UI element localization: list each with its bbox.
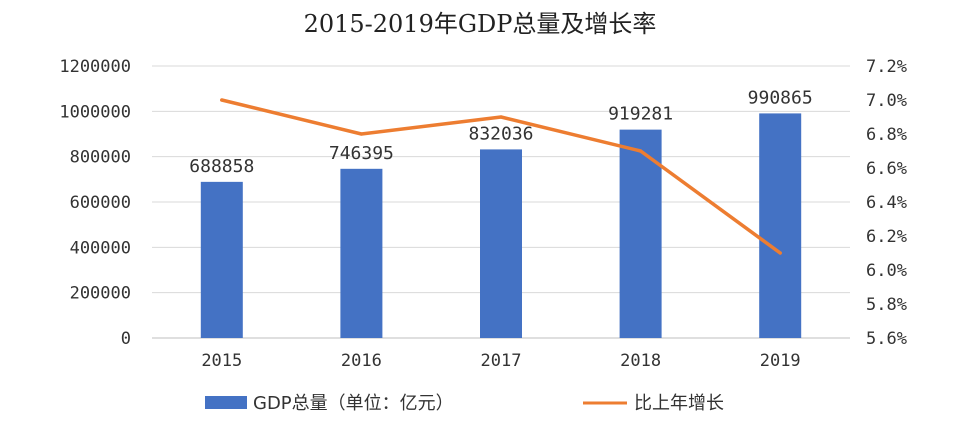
x-tick-label: 2019 [760, 351, 801, 371]
line-series [220, 98, 782, 255]
legend: GDP总量（单位：亿元） 比上年增长 [205, 393, 724, 414]
y-left-tick-label: 800000 [70, 148, 131, 168]
bar [340, 168, 383, 338]
x-axis: 2015 2016 2017 2018 2019 [201, 351, 800, 371]
bar [759, 113, 802, 338]
x-tick-label: 2015 [201, 351, 242, 371]
y-left-tick-label: 0 [121, 329, 131, 349]
bar [200, 181, 243, 338]
line-point [359, 132, 363, 136]
x-tick-label: 2016 [341, 351, 382, 371]
x-tick-label: 2018 [620, 351, 661, 371]
y-right-tick-label: 5.8% [866, 295, 907, 315]
y-right-tick-label: 6.0% [866, 261, 907, 281]
bar-data-label: 990865 [748, 87, 813, 108]
chart-title: 2015-2019年GDP总量及增长率 [304, 10, 657, 38]
y-right-tick-label: 6.6% [866, 159, 907, 179]
y-right-tick-label: 6.8% [866, 125, 907, 145]
y-right-tick-label: 6.4% [866, 193, 907, 213]
bar-data-label: 919281 [608, 104, 673, 125]
y-left-tick-label: 200000 [70, 284, 131, 304]
y-left-tick-label: 400000 [70, 238, 131, 258]
y-axis-left: 0 200000 400000 600000 800000 1000000 1200000 [59, 57, 131, 349]
line-point [499, 115, 503, 119]
bar-series [200, 113, 802, 338]
legend-swatch-gdp [205, 396, 247, 409]
y-left-tick-label: 1000000 [59, 102, 131, 122]
bar-data-label: 832036 [468, 123, 533, 144]
legend-label-growth: 比上年增长 [634, 393, 724, 414]
line-point [639, 149, 643, 153]
bar-data-label: 688858 [189, 156, 254, 177]
y-left-tick-label: 1200000 [59, 57, 131, 77]
x-tick-label: 2017 [481, 351, 522, 371]
y-axis-right: 5.6% 5.8% 6.0% 6.2% 6.4% 6.6% 6.8% 7.0% 7.2% [866, 57, 907, 349]
bar-data-labels: 688858 746395 832036 919281 990865 [189, 87, 812, 176]
bar [619, 129, 662, 338]
line-point [220, 98, 224, 102]
y-right-tick-label: 7.2% [866, 57, 907, 77]
y-right-tick-label: 5.6% [866, 329, 907, 349]
y-right-tick-label: 7.0% [866, 91, 907, 111]
y-right-tick-label: 6.2% [866, 227, 907, 247]
bar-data-label: 746395 [329, 143, 394, 164]
legend-label-gdp: GDP总量（单位：亿元） [253, 393, 454, 414]
bar [480, 149, 522, 338]
line-point [778, 251, 782, 255]
y-left-tick-label: 600000 [70, 193, 131, 213]
